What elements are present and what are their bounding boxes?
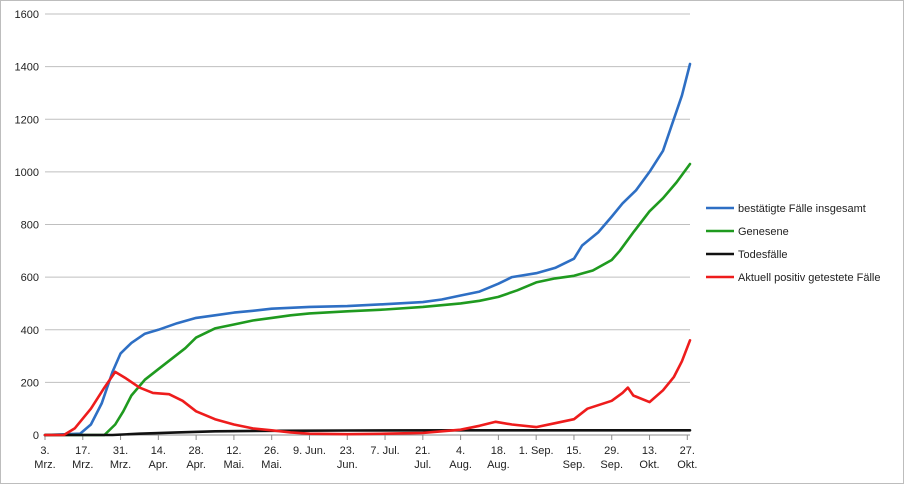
legend-label-4: Aktuell positiv getestete Fälle [738, 272, 880, 284]
x-tick-line2: Sep. [563, 459, 586, 471]
x-tick-label: 31. Mrz. [110, 445, 131, 471]
x-tick-label: 1. Sep. [519, 445, 554, 457]
x-tick-line2: Aug. [487, 459, 510, 471]
x-tick-label: 17. Mrz. [72, 445, 93, 471]
x-tick-line2: Aug. [449, 459, 472, 471]
x-axis: 3. Mrz. 17. Mrz. 31. Mrz. 14. Apr. 28. Apr. 12. Mai… [34, 435, 697, 471]
x-tick-line2: Jul. [414, 459, 431, 471]
x-tick-line1: 4. [456, 445, 465, 457]
x-tick-label: 3. Mrz. [34, 445, 55, 471]
x-tick-line2: Jun. [337, 459, 358, 471]
gridlines [45, 13, 690, 436]
y-tick-label: 200 [21, 377, 39, 389]
x-tick-line2: Okt. [639, 459, 659, 471]
x-tick-line1: 26. [264, 445, 279, 457]
x-tick-line1: 31. [113, 445, 128, 457]
x-tick-label: 4. Aug. [449, 445, 472, 471]
x-tick-line2: Sep. [600, 459, 623, 471]
y-axis: 0 200 400 600 800 1000 1200 1400 1600 [15, 9, 39, 442]
x-tick-label: 26. Mai. [261, 445, 282, 471]
x-tick-line2: Mrz. [34, 459, 55, 471]
y-tick-label: 400 [21, 325, 39, 337]
x-tick-line1: 13. [642, 445, 657, 457]
series-line-2 [43, 162, 692, 437]
x-tick-label: 23. Jun. [337, 445, 358, 471]
x-tick-label: 13. Okt. [639, 445, 659, 471]
y-tick-label: 800 [21, 220, 39, 232]
x-tick-line2: Apr. [149, 459, 169, 471]
series-line-1 [43, 62, 692, 437]
x-tick-line1: 27. [680, 445, 695, 457]
x-tick-label: 9. Jun. [293, 445, 326, 457]
x-tick-line1: 17. [75, 445, 90, 457]
x-tick-line1: 29. [604, 445, 619, 457]
x-tick-line1: 12. [226, 445, 241, 457]
x-tick-line2: Mai. [224, 459, 245, 471]
series-line-4 [43, 339, 692, 437]
series-line-3 [43, 429, 692, 437]
x-tick-line2: Apr. [186, 459, 206, 471]
legend-label-2: Genesene [738, 226, 789, 238]
x-tick-label: 18. Aug. [487, 445, 510, 471]
y-tick-label: 1400 [15, 62, 39, 74]
x-tick-label: 15. Sep. [563, 445, 586, 471]
x-tick-line1: 23. [340, 445, 355, 457]
x-tick-line1: 18. [491, 445, 506, 457]
x-tick-line1: 9. Jun. [293, 445, 326, 457]
y-tick-label: 0 [33, 430, 39, 442]
x-tick-line2: Mai. [261, 459, 282, 471]
y-tick-label: 1600 [15, 9, 39, 21]
x-tick-label: 21. Jul. [414, 445, 431, 471]
x-tick-line1: 1. Sep. [519, 445, 554, 457]
x-tick-label: 12. Mai. [224, 445, 245, 471]
x-tick-line2: Mrz. [72, 459, 93, 471]
x-tick-line1: 15. [566, 445, 581, 457]
x-tick-label: 29. Sep. [600, 445, 623, 471]
x-tick-line1: 7. Jul. [370, 445, 399, 457]
x-tick-line1: 3. [40, 445, 49, 457]
x-tick-label: 28. Apr. [186, 445, 206, 471]
x-tick-line1: 14. [151, 445, 166, 457]
series-group [43, 62, 692, 437]
x-tick-line1: 21. [415, 445, 430, 457]
x-tick-line2: Okt. [677, 459, 697, 471]
y-tick-label: 1000 [15, 167, 39, 179]
x-tick-label: 7. Jul. [370, 445, 399, 457]
y-tick-label: 1200 [15, 114, 39, 126]
x-tick-label: 14. Apr. [149, 445, 169, 471]
x-tick-label: 27. Okt. [677, 445, 697, 471]
y-tick-label: 600 [21, 272, 39, 284]
legend-label-3: Todesfälle [738, 249, 788, 261]
legend: bestätigte Fälle insgesamt Genesene Todesf… [706, 203, 880, 284]
x-tick-line1: 28. [188, 445, 203, 457]
x-tick-line2: Mrz. [110, 459, 131, 471]
legend-label-1: bestätigte Fälle insgesamt [738, 203, 866, 215]
